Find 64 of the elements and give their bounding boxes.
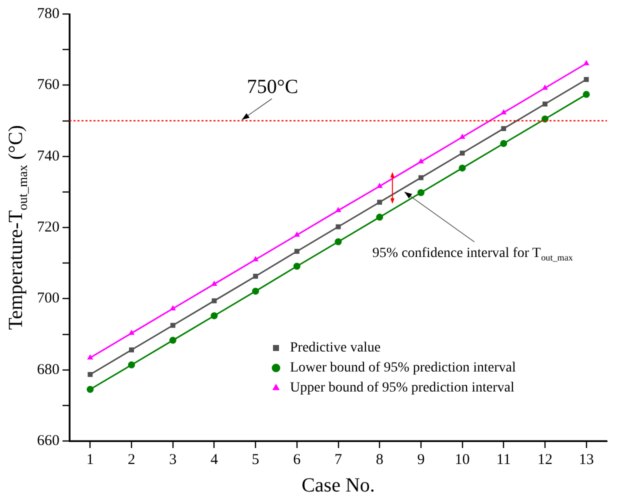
legend-label: Lower bound of 95% prediction interval <box>290 360 516 376</box>
x-tick-label: 6 <box>293 452 302 468</box>
point <box>294 231 300 237</box>
point <box>212 298 217 304</box>
point <box>501 126 506 132</box>
point <box>460 150 465 156</box>
point <box>417 189 424 196</box>
point <box>500 140 508 148</box>
x-tick-label: 1 <box>86 452 94 468</box>
x-axis-title: Case No. <box>302 474 375 496</box>
x-tick-label: 11 <box>496 452 511 468</box>
point <box>128 361 136 368</box>
point <box>376 182 383 188</box>
legend-label: Predictive value <box>290 340 381 356</box>
point <box>458 164 466 172</box>
ref-line-label: 750°C <box>246 76 298 98</box>
point <box>87 354 94 360</box>
x-tick-label: 2 <box>128 452 136 468</box>
point <box>500 109 507 114</box>
y-tick-label: 760 <box>37 77 60 94</box>
legend-label: Upper bound of 95% prediction interval <box>290 380 514 396</box>
point <box>211 280 218 286</box>
point <box>128 330 135 335</box>
y-tick-label: 700 <box>37 290 60 307</box>
point <box>129 347 134 352</box>
point <box>377 200 382 205</box>
point <box>418 158 424 164</box>
x-tick-label: 9 <box>417 452 425 468</box>
x-tick-label: 10 <box>454 452 470 468</box>
x-tick-label: 7 <box>334 452 342 468</box>
point <box>210 312 218 320</box>
point <box>418 175 424 180</box>
x-tick-label: 12 <box>537 452 552 468</box>
point <box>293 262 300 270</box>
y-tick-label: 780 <box>37 6 60 22</box>
point <box>459 134 466 139</box>
point <box>252 256 259 262</box>
point <box>88 372 93 377</box>
point <box>376 214 384 221</box>
point <box>583 60 590 66</box>
y-tick-label: 680 <box>37 362 60 378</box>
point <box>253 274 258 279</box>
point <box>252 288 260 295</box>
y-axis-title: Temperature-Tout_max (°C) <box>5 125 30 330</box>
y-tick-label: 660 <box>37 432 60 449</box>
x-tick-label: 13 <box>578 452 594 468</box>
point <box>584 77 589 82</box>
point <box>170 305 176 310</box>
point <box>294 248 300 254</box>
point <box>86 386 94 393</box>
x-tick-label: 4 <box>210 452 218 468</box>
x-tick-label: 5 <box>252 452 260 468</box>
point <box>335 206 342 212</box>
point <box>170 322 176 328</box>
x-tick-label: 8 <box>376 452 384 468</box>
point <box>542 102 548 106</box>
y-tick-label: 740 <box>37 148 60 164</box>
point <box>169 336 176 344</box>
point <box>336 224 341 230</box>
point <box>582 90 590 98</box>
x-tick-label: 3 <box>169 452 177 468</box>
point <box>542 84 548 90</box>
point <box>334 238 342 246</box>
y-tick-label: 720 <box>37 219 60 236</box>
